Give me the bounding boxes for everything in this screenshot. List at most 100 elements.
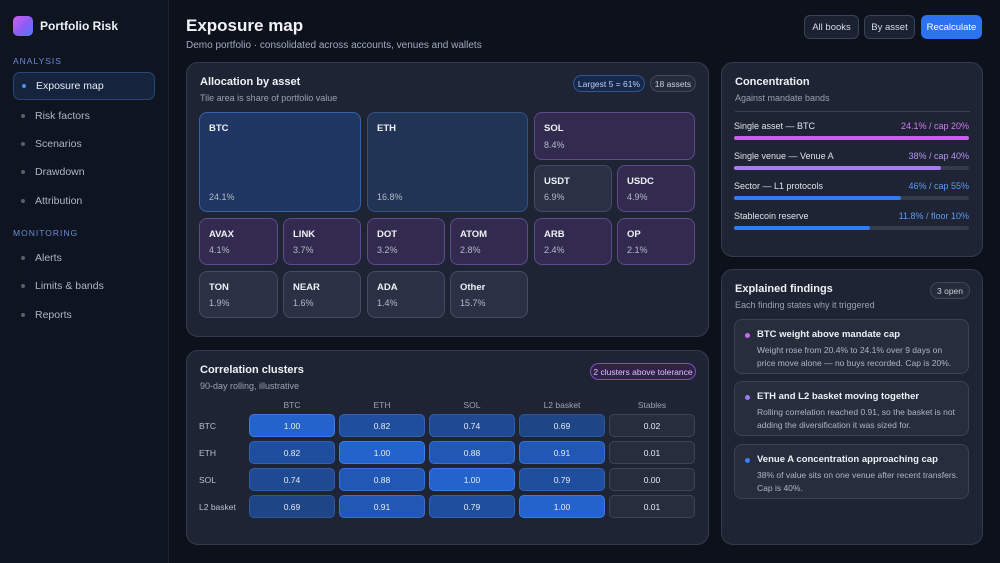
concentration-label: Single venue — Venue A <box>734 151 834 161</box>
finding-title: ETH and L2 basket moving together <box>757 391 920 402</box>
correlation-cell[interactable]: 0.79 <box>519 468 605 491</box>
correlation-cell[interactable]: 1.00 <box>519 495 605 518</box>
nav-item-label: Risk factors <box>35 110 90 122</box>
finding-card[interactable]: ETH and L2 basket moving together Rollin… <box>734 381 969 436</box>
concentration-label: Single asset — BTC <box>734 121 816 131</box>
progress-fill <box>734 166 941 170</box>
correlation-cell[interactable]: 0.79 <box>429 495 515 518</box>
nav-item-limits-bands[interactable]: Limits & bands <box>13 272 155 300</box>
findings-title: Explained findings <box>735 283 833 295</box>
tile-value: 2.1% <box>627 245 648 255</box>
correlation-cell[interactable]: 0.00 <box>609 468 695 491</box>
progress-fill <box>734 226 871 230</box>
correlation-cell[interactable]: 0.02 <box>609 414 695 437</box>
nav-item-alerts[interactable]: Alerts <box>13 244 155 272</box>
correlation-cell[interactable]: 0.82 <box>339 414 425 437</box>
tile-sol[interactable]: SOL 8.4% <box>534 112 695 160</box>
tile-name: SOL <box>544 123 564 134</box>
progress-fill <box>734 136 969 140</box>
finding-card[interactable]: Venue A concentration approaching cap 38… <box>734 444 969 499</box>
correlation-cell[interactable]: 0.82 <box>249 441 335 464</box>
concentration-value: 24.1% / cap 20% <box>900 121 969 131</box>
correlation-cell[interactable]: 0.74 <box>429 414 515 437</box>
correlation-cell[interactable]: 0.01 <box>609 495 695 518</box>
concentration-row[interactable]: Sector — L1 protocols 46% / cap 55% <box>734 181 969 203</box>
correlation-cell[interactable]: 0.74 <box>249 468 335 491</box>
concentration-value: 46% / cap 55% <box>908 181 969 191</box>
allocation-subtitle: Tile area is share of portfolio value <box>200 93 338 103</box>
nav-item-attribution[interactable]: Attribution <box>13 187 155 215</box>
page-title: Exposure map <box>186 16 304 35</box>
correlation-cell[interactable]: 0.69 <box>249 495 335 518</box>
tile-value: 16.8% <box>377 192 403 202</box>
concentration-label: Stablecoin reserve <box>734 211 809 221</box>
progress-track <box>734 226 969 230</box>
finding-body: Rolling correlation reached 0.91, so the… <box>757 407 955 430</box>
tile-other[interactable]: Other 15.7% <box>450 271 528 318</box>
nav-item-label: Alerts <box>35 252 62 264</box>
all-books-button[interactable]: All books <box>804 15 859 39</box>
allocation-title: Allocation by asset <box>200 76 301 88</box>
tile-value: 15.7% <box>460 298 486 308</box>
correlation-cell[interactable]: 0.88 <box>339 468 425 491</box>
tile-btc[interactable]: BTC 24.1% <box>199 112 361 212</box>
correlation-cell[interactable]: 1.00 <box>339 441 425 464</box>
tile-value: 1.9% <box>209 298 230 308</box>
tile-value: 1.4% <box>377 298 398 308</box>
tile-value: 8.4% <box>544 140 565 150</box>
finding-card[interactable]: BTC weight above mandate cap Weight rose… <box>734 319 969 374</box>
nav-item-label: Exposure map <box>36 80 104 92</box>
tile-value: 2.8% <box>460 245 481 255</box>
tile-value: 4.1% <box>209 245 230 255</box>
concentration-subtitle: Against mandate bands <box>735 93 830 103</box>
concentration-row[interactable]: Single asset — BTC 24.1% / cap 20% <box>734 121 969 143</box>
concentration-row[interactable]: Stablecoin reserve 11.8% / floor 10% <box>734 211 969 233</box>
tile-avax[interactable]: AVAX 4.1% <box>199 218 278 265</box>
nav-item-exposure-map[interactable]: Exposure map <box>13 72 155 100</box>
row-header: L2 basket <box>199 502 236 512</box>
correlation-cell[interactable]: 0.01 <box>609 441 695 464</box>
asset-count-badge: 18 assets <box>650 75 696 92</box>
row-header: SOL <box>199 475 217 485</box>
status-dot-icon <box>745 458 750 463</box>
nav-item-reports[interactable]: Reports <box>13 301 155 329</box>
tile-usdc[interactable]: USDC 4.9% <box>617 165 695 212</box>
brand[interactable]: Portfolio Risk <box>13 16 118 36</box>
tile-name: AVAX <box>209 229 234 240</box>
recalculate-button[interactable]: Recalculate <box>921 15 982 39</box>
bullet-icon <box>21 170 25 174</box>
by-asset-button[interactable]: By asset <box>864 15 915 39</box>
tile-name: OP <box>627 229 641 240</box>
column-header: Stables <box>637 400 667 410</box>
correlation-cell[interactable]: 1.00 <box>429 468 515 491</box>
bullet-icon <box>22 84 26 88</box>
concentration-title: Concentration <box>735 76 810 88</box>
nav-item-drawdown[interactable]: Drawdown <box>13 158 155 186</box>
correlation-cell[interactable]: 0.91 <box>519 441 605 464</box>
tile-arb[interactable]: ARB 2.4% <box>534 218 612 265</box>
nav-item-scenarios[interactable]: Scenarios <box>13 130 155 158</box>
concentration-row[interactable]: Single venue — Venue A 38% / cap 40% <box>734 151 969 173</box>
concentration-value: 38% / cap 40% <box>908 151 969 161</box>
correlation-title: Correlation clusters <box>200 364 304 376</box>
correlation-cell[interactable]: 0.88 <box>429 441 515 464</box>
nav-item-risk-factors[interactable]: Risk factors <box>13 102 155 130</box>
concentration-value: 11.8% / floor 10% <box>898 211 969 221</box>
tile-eth[interactable]: ETH 16.8% <box>367 112 528 212</box>
correlation-cell[interactable]: 1.00 <box>249 414 335 437</box>
finding-body: 38% of value sits on one venue after rec… <box>757 470 959 493</box>
correlation-cell[interactable]: 0.91 <box>339 495 425 518</box>
tile-op[interactable]: OP 2.1% <box>617 218 695 265</box>
nav-section-analysis: Analysis <box>13 56 62 66</box>
tile-ton[interactable]: TON 1.9% <box>199 271 278 318</box>
tile-near[interactable]: NEAR 1.6% <box>283 271 361 318</box>
tile-dot[interactable]: DOT 3.2% <box>367 218 445 265</box>
tile-name: BTC <box>209 123 229 134</box>
row-header: ETH <box>199 448 216 458</box>
column-header: BTC <box>283 400 301 410</box>
tile-ada[interactable]: ADA 1.4% <box>367 271 445 318</box>
tile-atom[interactable]: ATOM 2.8% <box>450 218 528 265</box>
tile-usdt[interactable]: USDT 6.9% <box>534 165 612 212</box>
tile-link[interactable]: LINK 3.7% <box>283 218 361 265</box>
correlation-cell[interactable]: 0.69 <box>519 414 605 437</box>
